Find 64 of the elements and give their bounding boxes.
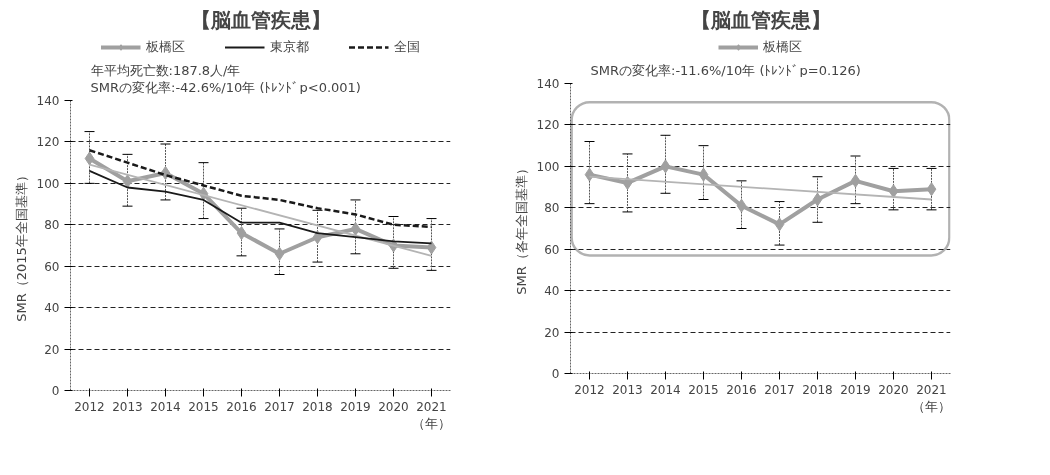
point (698, 167, 709, 182)
x-tick-label: 2021 (416, 399, 447, 414)
y-tick-label: 140 (536, 77, 560, 91)
y-tick-label: 0 (51, 384, 60, 398)
x-tick-label: 2019 (340, 399, 371, 414)
y-tick-label: 40 (44, 301, 60, 316)
y-tick-label: 100 (36, 176, 60, 191)
x-tick-label: 2016 (226, 399, 257, 414)
point (274, 246, 285, 261)
x-tick-label: 2012 (74, 399, 105, 414)
x-axis-title: （年） (911, 398, 951, 414)
legend-label: 板橋区 (763, 38, 802, 56)
x-tick-label: 2013 (612, 382, 643, 397)
point (850, 173, 861, 188)
point (312, 230, 323, 245)
point (236, 226, 247, 241)
point (426, 240, 437, 255)
x-tick-label: 2020 (378, 399, 409, 414)
x-tick-label: 2018 (802, 382, 833, 397)
y-tick-label: 60 (544, 242, 560, 257)
x-tick-label: 2016 (726, 382, 757, 397)
x-tick-label: 2017 (264, 399, 295, 414)
y-tick-label: 20 (544, 325, 560, 340)
x-tick-label: 2020 (878, 382, 909, 397)
x-tick-label: 2018 (302, 399, 333, 414)
x-tick-label: 2014 (150, 399, 181, 414)
x-tick-label: 2015 (688, 382, 719, 397)
point (812, 192, 823, 207)
y-axis-title: SMR（各年全国基準） (513, 162, 529, 295)
point (350, 221, 361, 236)
chart-title: 【脳血管疾患】 (690, 7, 831, 32)
legend-label: 板橋区 (145, 38, 185, 56)
point (122, 174, 133, 189)
x-tick-label: 2019 (840, 382, 871, 397)
y-tick-label: 20 (44, 342, 60, 357)
chart-title: 【脳血管疾患】 (190, 7, 331, 32)
x-tick-label: 2013 (112, 399, 143, 414)
legend-label: 東京都 (269, 38, 309, 56)
point (84, 151, 95, 166)
x-tick-label: 2014 (650, 382, 681, 397)
text: SMRの変化率:-42.6%/10年 (ﾄﾚﾝﾄﾞp<0.001) (90, 79, 361, 95)
x-tick-label: 2012 (574, 382, 605, 397)
y-tick-label: 60 (44, 259, 60, 274)
point (660, 159, 671, 174)
y-tick-label: 80 (544, 201, 560, 216)
y-tick-label: 40 (544, 284, 560, 299)
x-axis-title: （年） (411, 415, 451, 431)
y-axis-title: SMR（2015年全国基準） (13, 169, 29, 322)
x-tick-label: 2017 (764, 382, 795, 397)
text: SMRの変化率:-11.6%/10年 (ﾄﾚﾝﾄﾞp=0.126) (590, 62, 861, 78)
legend-label: 全国 (393, 38, 420, 56)
point (774, 217, 785, 232)
y-tick-label: 0 (551, 367, 560, 381)
point (926, 182, 937, 197)
y-tick-label: 140 (36, 94, 60, 108)
point (736, 198, 747, 213)
point (584, 167, 595, 182)
y-tick-label: 100 (536, 159, 560, 174)
text: 年平均死亡数:187.8人/年 (90, 62, 241, 78)
x-tick-label: 2015 (188, 399, 219, 414)
y-tick-label: 120 (36, 135, 60, 150)
y-tick-label: 80 (44, 218, 60, 233)
x-tick-label: 2021 (916, 382, 947, 397)
y-tick-label: 120 (536, 118, 560, 133)
